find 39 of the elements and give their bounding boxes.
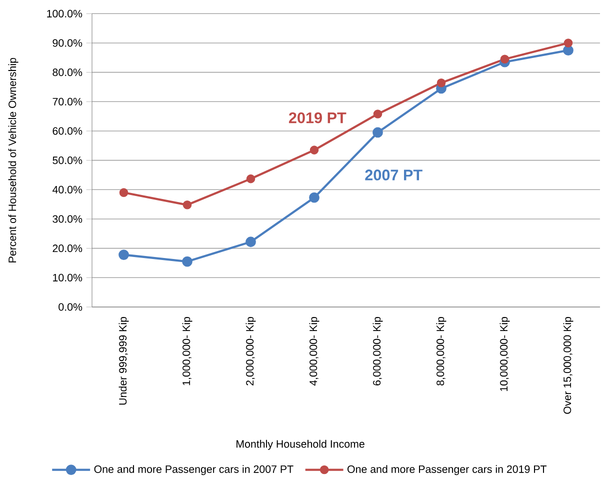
legend-label: One and more Passenger cars in 2007 PT [94,465,294,476]
point [246,236,256,248]
y-tick-label: 60.0% [52,127,82,135]
x-tick-label: Under 999,999 Kip [118,316,129,405]
point [119,188,128,197]
point [182,200,192,210]
y-axis-title: Percent of Household of Vehicle Ownership [8,58,18,262]
annotation: 2019 PT [288,112,346,124]
point [309,192,320,203]
x-axis-title: Monthly Household Income [236,440,364,450]
x-tick-label: 4,000,000- Kip [309,316,320,386]
y-tick-label: 0.0% [58,303,82,311]
point [246,174,256,184]
x-tick-label: 2,000,000- Kip [246,316,256,386]
y-tick-label: 100.0% [47,10,82,18]
y-tick-label: 80.0% [52,68,82,76]
y-tick-label: 20.0% [52,244,82,252]
point [372,127,383,138]
x-tick-label: Over 15,000,000 Kip [563,316,574,414]
point [118,250,129,260]
point [500,54,510,64]
point [563,45,574,56]
y-tick-label: 10.0% [53,274,82,282]
point [373,110,382,118]
annotation: 2007 PT [365,170,422,180]
y-tick-label: 50.0% [52,156,82,164]
y-tick-label: 30.0% [52,215,82,223]
x-tick-label: 6,000,000- Kip [372,316,383,386]
x-tick-label: 10,000,000- Kip [500,316,510,391]
point [310,146,319,154]
point [182,256,192,267]
y-tick-label: 70.0% [52,98,82,106]
legend-label: One and more Passenger cars in 2019 PT [348,465,547,476]
x-tick-label: 1,000,000- Kip [182,316,192,386]
y-tick-label: 90.0% [52,39,82,47]
x-tick-label: 8,000,000- Kip [436,316,446,386]
point [564,38,573,48]
y-tick-label: 40.0% [52,186,82,194]
point [436,78,446,88]
